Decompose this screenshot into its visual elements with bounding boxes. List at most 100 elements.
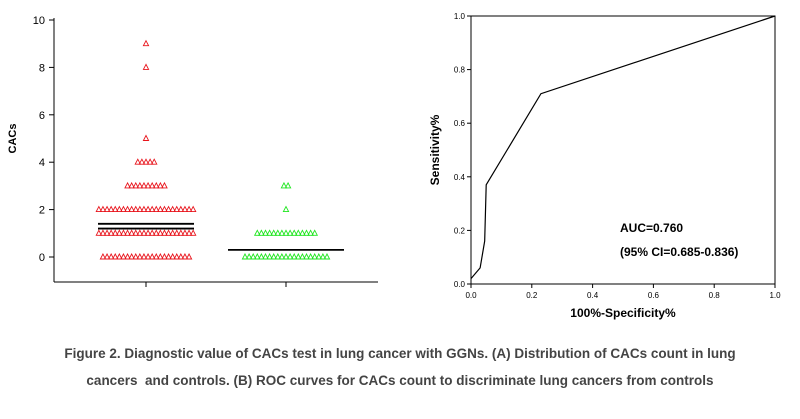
data-point-triangle: [169, 229, 176, 236]
data-point-triangle: [148, 253, 156, 260]
data-point-triangle: [132, 253, 140, 260]
data-point-triangle: [150, 158, 158, 165]
data-point-triangle: [142, 134, 150, 141]
data-point-triangle: [136, 181, 144, 189]
ci-annotation: (95% CI=0.685-0.836): [620, 245, 738, 259]
data-point-triangle: [103, 205, 111, 213]
y-tick-label: 2: [39, 205, 45, 217]
data-point-triangle: [282, 253, 290, 260]
data-point-triangle: [107, 229, 115, 236]
data-point-triangle: [99, 229, 107, 236]
data-point-triangle: [315, 253, 323, 260]
data-point-triangle: [142, 158, 150, 165]
data-point-triangle: [152, 229, 160, 236]
data-point-triangle: [258, 253, 265, 260]
y-tick-label: 10: [33, 15, 45, 27]
data-point-triangle: [95, 205, 103, 213]
data-point-triangle: [103, 229, 111, 236]
data-point-triangle: [132, 205, 140, 213]
data-point-triangle: [266, 253, 273, 260]
data-point-triangle: [140, 181, 148, 189]
data-point-triangle: [140, 253, 148, 260]
data-point-triangle: [253, 253, 261, 260]
data-point-triangle: [144, 253, 152, 260]
data-point-triangle: [107, 205, 115, 213]
roc-curve-line: [470, 15, 776, 280]
data-point-triangle: [116, 205, 123, 213]
data-point-triangle: [107, 253, 115, 260]
data-point-triangle: [185, 205, 193, 213]
y-axis-label: Sensitivity%: [428, 114, 442, 185]
data-point-triangle: [95, 229, 103, 236]
data-point-triangle: [148, 181, 156, 189]
x-tick-label: 0.0: [465, 291, 477, 300]
data-point-triangle: [258, 229, 265, 236]
data-point-triangle: [286, 253, 294, 260]
y-tick-label: 0.4: [454, 173, 466, 182]
data-point-triangle: [161, 181, 168, 189]
data-point-triangle: [266, 229, 273, 236]
data-point-triangle: [262, 253, 269, 260]
data-point-triangle: [282, 229, 290, 236]
figure-caption-line-1: Figure 2. Diagnostic value of CACs test …: [64, 346, 736, 361]
data-point-triangle: [148, 229, 156, 236]
data-point-triangle: [157, 205, 164, 213]
data-point-triangle: [124, 229, 131, 236]
panel-b-roc-curve: 0.0 0.2 0.4 0.6 0.8 1.0 0.0 0.2 0.4 0.6 0.8 1.0 100%…: [428, 12, 781, 320]
data-point-triangle: [299, 229, 306, 236]
data-point-triangle: [128, 229, 135, 236]
data-point-triangle: [161, 205, 168, 213]
plot-frame: [470, 15, 776, 285]
data-point-triangle: [278, 229, 286, 236]
data-point-triangle: [103, 253, 111, 260]
data-point-triangle: [136, 229, 144, 236]
data-point-triangle: [120, 253, 127, 260]
data-point-triangle: [132, 229, 140, 236]
x-tick-label: 1.0: [769, 291, 781, 300]
data-point-triangle: [169, 205, 176, 213]
data-point-triangle: [189, 229, 197, 236]
data-point-triangle: [136, 253, 144, 260]
y-tick-label: 4: [39, 157, 45, 169]
data-point-triangle: [128, 181, 135, 189]
data-point-triangle: [152, 181, 160, 189]
x-tick-label: 0.8: [709, 291, 721, 300]
y-tick-label: 0.0: [454, 280, 466, 289]
data-point-triangle: [280, 181, 288, 189]
x-axis-label: 100%-Specificity%: [570, 306, 676, 320]
auc-annotation: AUC=0.760: [620, 221, 683, 235]
data-point-triangle: [290, 253, 298, 260]
data-point-triangle: [177, 229, 185, 236]
data-point-triangle: [284, 181, 292, 189]
data-point-triangle: [120, 205, 127, 213]
y-tick-label: 0: [39, 252, 45, 264]
data-point-triangle: [124, 253, 131, 260]
data-point-triangle: [140, 229, 148, 236]
data-point-triangle: [249, 253, 257, 260]
data-point-triangle: [136, 205, 144, 213]
data-point-triangle: [189, 205, 197, 213]
data-point-triangle: [262, 229, 269, 236]
data-point-triangle: [173, 205, 181, 213]
data-point-triangle: [181, 253, 189, 260]
data-point-triangle: [307, 253, 314, 260]
data-point-triangle: [165, 253, 172, 260]
data-point-triangle: [173, 229, 181, 236]
data-point-triangle: [270, 229, 278, 236]
data-point-triangle: [241, 253, 249, 260]
data-point-triangle: [132, 181, 140, 189]
data-point-triangle: [165, 229, 172, 236]
data-point-triangle: [157, 181, 164, 189]
data-point-triangle: [253, 229, 261, 236]
data-point-triangle: [161, 229, 168, 236]
data-point-triangle: [165, 205, 172, 213]
data-point-triangle: [303, 253, 310, 260]
data-point-triangle: [181, 205, 189, 213]
data-point-triangle: [185, 253, 193, 260]
data-point-triangle: [140, 205, 148, 213]
y-tick-label: 0.2: [454, 226, 466, 235]
data-point-triangle: [169, 253, 176, 260]
panel-a-dot-plot: 0 2 4 6 8 10 CACs: [7, 15, 378, 287]
data-point-triangle: [152, 205, 160, 213]
